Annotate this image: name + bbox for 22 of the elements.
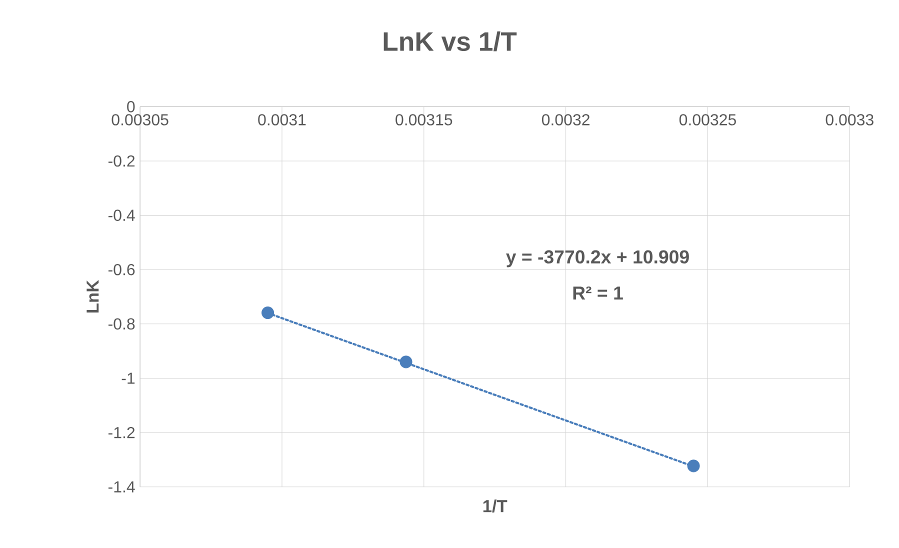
y-tick-label: -1.4 bbox=[108, 481, 135, 492]
x-tick-label: 0.00325 bbox=[679, 114, 736, 126]
x-tick-label: 0.00315 bbox=[396, 114, 452, 126]
y-tick-label: -0.6 bbox=[108, 264, 135, 276]
x-tick-label: 0.0032 bbox=[542, 114, 590, 126]
point bbox=[400, 356, 412, 368]
x-tick-label: 0.00305 bbox=[112, 114, 168, 126]
y-axis-title: LnK bbox=[86, 280, 99, 312]
chart-title: LnK vs 1/T bbox=[384, 31, 517, 52]
annotation: R² = 1 bbox=[573, 286, 623, 300]
y-tick-label: -1 bbox=[122, 372, 135, 384]
x-axis-title: 1/T bbox=[483, 499, 508, 512]
point bbox=[687, 460, 700, 472]
y-tick-label: -0.2 bbox=[108, 155, 135, 167]
y-tick-label: -0.8 bbox=[108, 318, 135, 330]
y-tick-label: 0 bbox=[127, 100, 135, 112]
x-tick-label: 0.0031 bbox=[258, 114, 306, 126]
point bbox=[262, 306, 274, 319]
y-tick-label: -1.2 bbox=[108, 426, 135, 438]
y-tick-label: -0.4 bbox=[108, 210, 135, 221]
x-tick-label: 0.0033 bbox=[826, 114, 874, 126]
annotation: y = -3770.2x + 10.909 bbox=[506, 250, 689, 268]
